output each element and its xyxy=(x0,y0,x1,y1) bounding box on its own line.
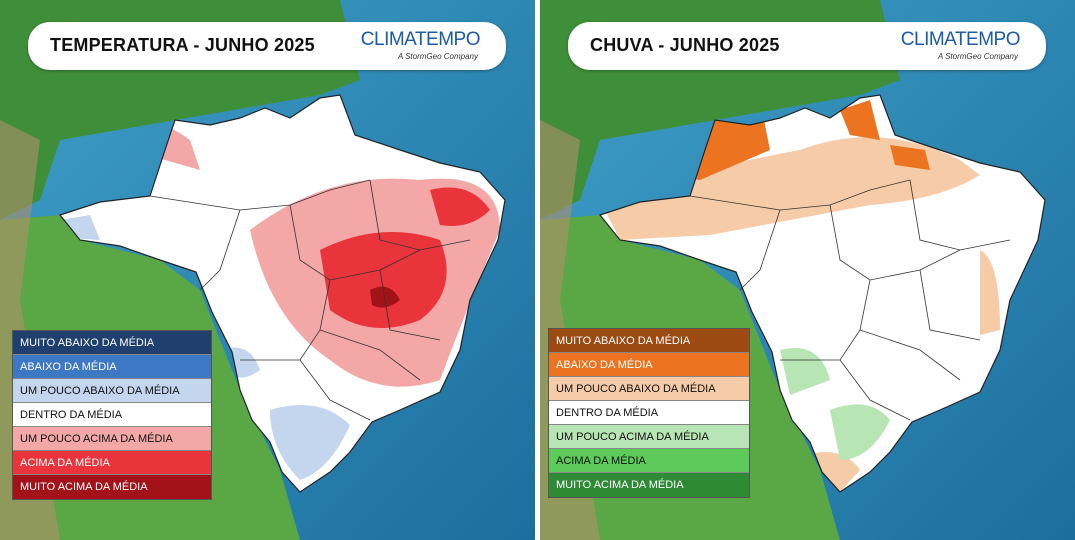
anomaly-area xyxy=(370,286,400,308)
legend-entry: UM POUCO ABAIXO DA MÉDIA xyxy=(13,379,211,403)
brand: CLIMATEMPO xyxy=(900,29,1021,50)
anomaly-area xyxy=(830,404,890,460)
legend-entry: MUITO ACIMA DA MÉDIA xyxy=(549,473,749,497)
anomaly-area xyxy=(890,145,930,170)
legend-entry: UM POUCO ACIMA DA MÉDIA xyxy=(13,427,211,451)
anomaly-area xyxy=(980,250,1000,335)
title: CHUVA - JUNHO 2025 xyxy=(590,35,780,55)
legend-entry: ABAIXO DA MÉDIA xyxy=(13,355,211,379)
legend-entry: ACIMA DA MÉDIA xyxy=(13,451,211,475)
map xyxy=(0,0,535,540)
legend-entry: ABAIXO DA MÉDIA xyxy=(549,353,749,377)
country-border xyxy=(598,94,1046,493)
legend-entry: DENTRO DA MÉDIA xyxy=(13,403,211,427)
state-borders xyxy=(149,179,471,421)
anomaly-areas xyxy=(60,117,500,480)
state-borders xyxy=(689,179,1011,421)
brand: CLIMATEMPO xyxy=(360,29,481,50)
anomaly-area xyxy=(430,187,490,226)
legend-entry: MUITO ABAIXO DA MÉDIA xyxy=(549,329,749,353)
legend-entry: MUITO ABAIXO DA MÉDIA xyxy=(13,331,211,355)
legend-entry: ACIMA DA MÉDIA xyxy=(549,449,749,473)
anomaly-area xyxy=(270,405,350,480)
anomaly-area xyxy=(320,232,447,328)
temperature-panel: TEMPERATURA - JUNHO 2025 CLIMATEMPO A Stor… xyxy=(0,0,535,540)
legend: MUITO ABAIXO DA MÉDIA ABAIXO DA MÉDIA UM P… xyxy=(548,328,750,498)
title-box: CHUVA - JUNHO 2025 CLIMATEMPO A StormGeo C… xyxy=(568,22,1046,70)
brand-sub: A StormGeo Company xyxy=(397,52,478,61)
title-box: TEMPERATURA - JUNHO 2025 CLIMATEMPO A Stor… xyxy=(28,22,506,70)
rain-panel: CHUVA - JUNHO 2025 CLIMATEMPO A StormGeo C… xyxy=(540,0,1075,540)
legend-entry: UM POUCO ACIMA DA MÉDIA xyxy=(549,425,749,449)
legend-entry: DENTRO DA MÉDIA xyxy=(549,401,749,425)
legend-entry: MUITO ACIMA DA MÉDIA xyxy=(13,475,211,499)
country-border xyxy=(58,94,506,493)
legend: MUITO ABAIXO DA MÉDIA ABAIXO DA MÉDIA UM P… xyxy=(12,330,212,500)
brand-sub: A StormGeo Company xyxy=(937,52,1018,61)
title: TEMPERATURA - JUNHO 2025 xyxy=(50,35,315,55)
legend-entry: UM POUCO ABAIXO DA MÉDIA xyxy=(549,377,749,401)
anomaly-area xyxy=(600,137,980,240)
anomaly-area xyxy=(840,100,880,140)
